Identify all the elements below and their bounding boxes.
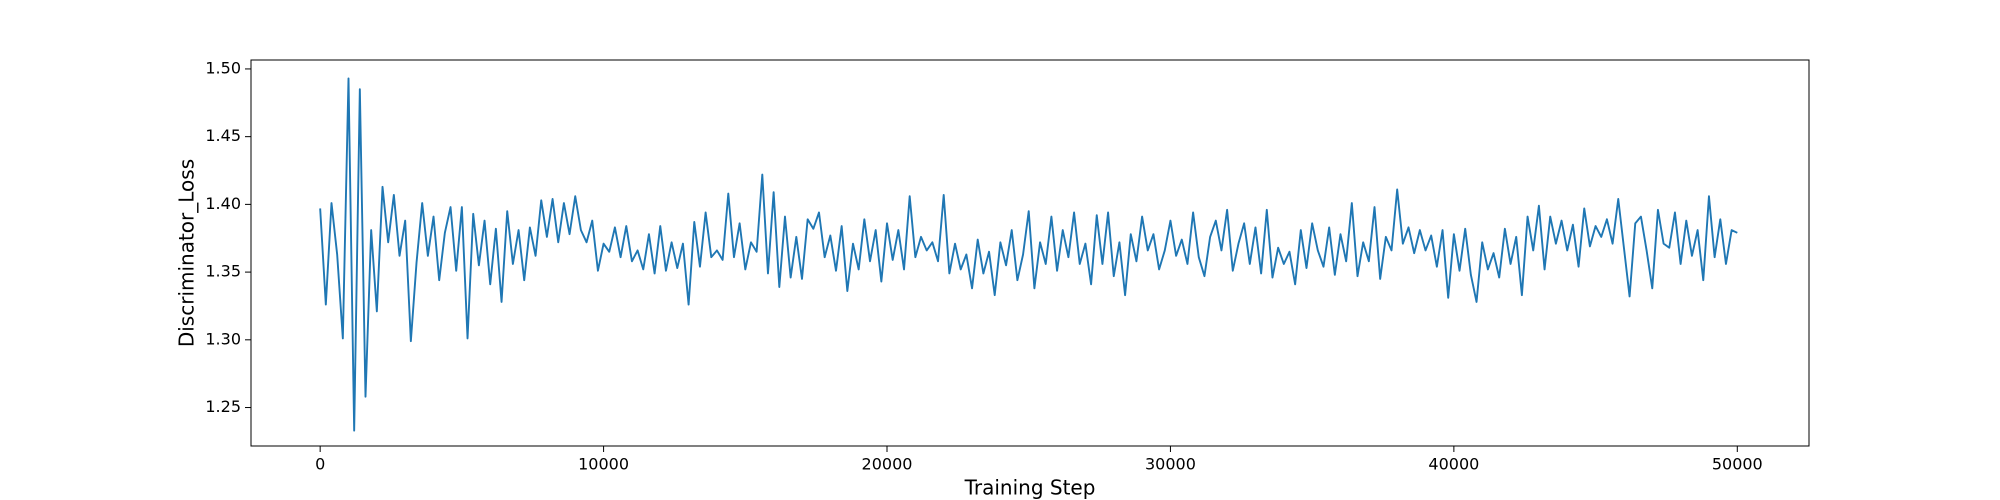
- y-tick-label: 1.50: [205, 58, 241, 77]
- x-tick-label: 30000: [1145, 455, 1196, 474]
- x-tick-label: 20000: [862, 455, 913, 474]
- x-tick-label: 40000: [1428, 455, 1479, 474]
- x-tick-label: 10000: [578, 455, 629, 474]
- plot-frame: [250, 59, 1810, 447]
- y-tick-label: 1.45: [205, 126, 241, 145]
- y-tick-label: 1.35: [205, 262, 241, 281]
- y-tick-label: 1.25: [205, 397, 241, 416]
- data-line: [319, 77, 1738, 432]
- x-axis-label: Training Step: [964, 476, 1096, 500]
- y-axis-label: Discriminator_Loss: [175, 159, 199, 347]
- y-tick-label: 1.30: [205, 329, 241, 348]
- y-tick-label: 1.40: [205, 194, 241, 213]
- x-tick-label: 50000: [1712, 455, 1763, 474]
- x-tick-label: 0: [315, 455, 325, 474]
